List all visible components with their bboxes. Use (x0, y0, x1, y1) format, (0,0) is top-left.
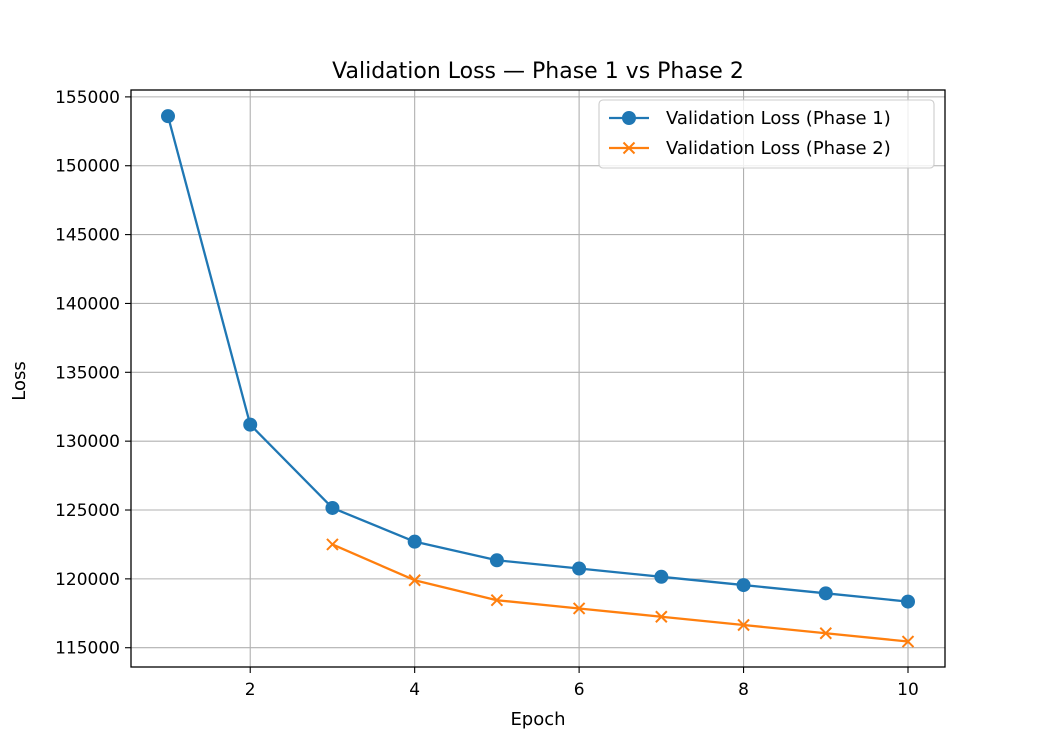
y-tick-label: 135000 (55, 363, 120, 383)
legend-label: Validation Loss (Phase 2) (666, 138, 891, 159)
data-point (819, 627, 832, 640)
legend-label: Validation Loss (Phase 1) (666, 108, 891, 129)
x-tick-label: 2 (245, 680, 256, 700)
y-tick-label: 140000 (55, 294, 120, 314)
plot-frame (130, 89, 946, 668)
legend-marker (622, 111, 636, 125)
grid-lines (131, 90, 945, 667)
data-point (655, 610, 668, 623)
y-tick-label: 120000 (55, 570, 120, 590)
y-tick-label: 115000 (55, 639, 120, 659)
data-point (572, 561, 587, 576)
legend-marker (622, 141, 636, 155)
data-point (901, 594, 915, 609)
y-tick-label: 130000 (55, 432, 120, 452)
x-tick-label: 6 (574, 680, 585, 700)
data-point (243, 417, 258, 432)
series-line (166, 115, 909, 603)
series-line (331, 543, 909, 643)
y-axis-label: Loss (9, 361, 30, 400)
data-point (901, 635, 915, 648)
y-tick-label: 145000 (55, 226, 120, 246)
chart-title: Validation Loss — Phase 1 vs Phase 2 (332, 59, 744, 84)
data-point (325, 500, 340, 515)
x-tick-label: 4 (409, 680, 420, 700)
data-point (572, 602, 586, 615)
data-point (654, 569, 669, 584)
x-axis-label: Epoch (510, 709, 565, 730)
series-layer (161, 109, 915, 648)
x-tick-label: 8 (738, 680, 749, 700)
y-tick-label: 155000 (55, 88, 120, 108)
data-point (489, 553, 504, 568)
y-tick-label: 125000 (55, 501, 120, 521)
x-tick-label: 10 (897, 680, 919, 700)
y-tick-label: 150000 (55, 157, 120, 177)
axis-ticks: 2 4 6 8 10 115000 120000 125000 130000 135000 1400… (55, 88, 919, 700)
data-point (737, 618, 750, 632)
data-point (490, 594, 504, 607)
data-point (161, 109, 175, 124)
data-point (818, 586, 833, 601)
legend: Validation Loss (Phase 1) Validation Loss… (598, 99, 935, 169)
data-point (736, 578, 751, 593)
series-1 (161, 109, 915, 609)
legend-box (598, 99, 935, 169)
series-2 (326, 538, 915, 648)
data-point (408, 574, 421, 587)
data-point (326, 538, 339, 551)
data-point (407, 534, 422, 549)
